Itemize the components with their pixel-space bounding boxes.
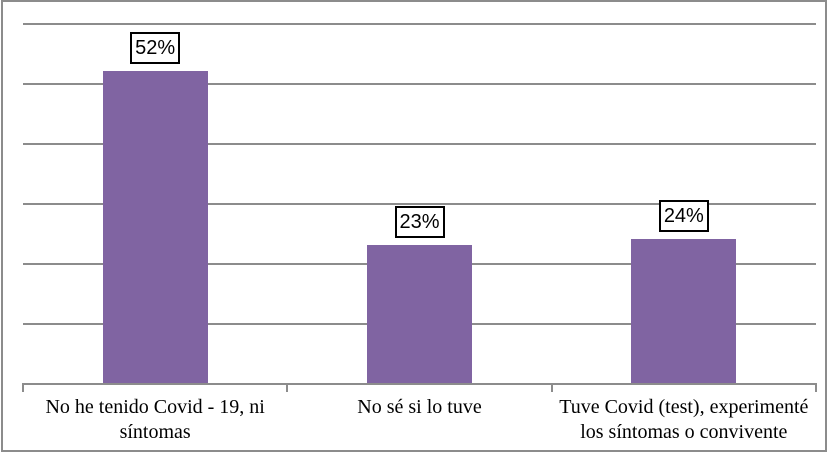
- data-label-box-3: 24%: [658, 200, 709, 232]
- gridline-50-percent: [23, 83, 816, 85]
- gridline-60-percent: [23, 23, 816, 25]
- x-axis-tick-2: [550, 383, 553, 392]
- x-axis-category-label-3: Tuve Covid (test), experimenté los síntom…: [552, 391, 816, 445]
- category-label-line: síntomas: [119, 421, 191, 443]
- x-axis-category-label-1: No he tenido Covid - 19, ni síntomas: [23, 391, 287, 445]
- category-label-line: No he tenido Covid - 19, ni: [45, 396, 265, 418]
- data-label-box-1: 52%: [130, 32, 181, 64]
- data-label-text: 52%: [135, 36, 176, 59]
- x-axis-tick-3: [815, 383, 817, 392]
- bar-category-1: [102, 71, 208, 383]
- gridline-40-percent: [23, 143, 816, 145]
- category-label-line: Tuve Covid (test), experimenté: [559, 396, 809, 418]
- x-axis-line: [23, 383, 816, 385]
- category-label-line: No sé si lo tuve: [357, 396, 482, 418]
- bar-category-2: [367, 245, 472, 383]
- data-label-text: 24%: [663, 204, 704, 227]
- gridline-30-percent: [23, 203, 816, 205]
- category-label-line: los síntomas o convivente: [580, 421, 788, 443]
- x-axis-tick-0: [22, 383, 24, 392]
- data-label-text: 23%: [399, 210, 440, 233]
- bar-category-3: [631, 239, 737, 383]
- x-axis-tick-1: [286, 383, 289, 392]
- data-label-box-2: 23%: [394, 206, 445, 238]
- x-axis-category-label-2: No sé si lo tuve: [287, 391, 551, 420]
